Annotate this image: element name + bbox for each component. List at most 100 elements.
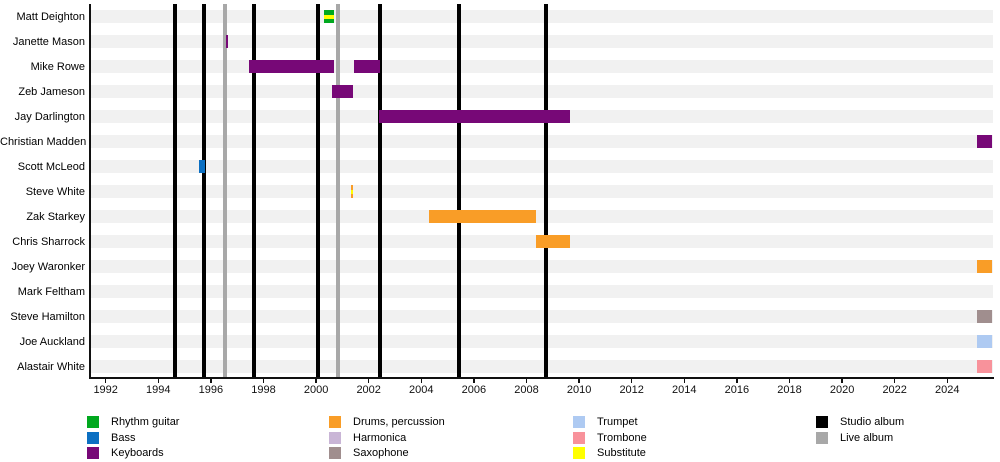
member-label: Matt Deighton bbox=[16, 10, 85, 23]
timeline-bar-rhythm_guitar bbox=[323, 10, 335, 23]
timeline-bar-saxophone bbox=[977, 310, 992, 323]
timeline-row-band bbox=[90, 160, 993, 173]
member-label: Scott McLeod bbox=[17, 160, 85, 173]
timeline-bar-drums bbox=[350, 185, 354, 198]
studio-album-line bbox=[316, 4, 321, 377]
legend-swatch-studio_album bbox=[816, 416, 828, 428]
axis-tick bbox=[525, 377, 528, 383]
member-label: Mike Rowe bbox=[30, 60, 85, 73]
axis-tick-label: 2022 bbox=[882, 384, 907, 396]
axis-tick bbox=[788, 377, 791, 383]
member-label: Joey Waronker bbox=[11, 260, 85, 273]
timeline-row-band bbox=[90, 285, 993, 298]
legend-label: Rhythm guitar bbox=[111, 416, 180, 428]
legend-label: Drums, percussion bbox=[353, 416, 445, 428]
axis-tick bbox=[893, 377, 896, 383]
legend-label: Live album bbox=[840, 431, 894, 444]
axis-tick bbox=[367, 377, 370, 383]
member-label: Steve Hamilton bbox=[10, 310, 85, 323]
axis-tick bbox=[157, 377, 160, 383]
timeline-row-band bbox=[90, 360, 993, 373]
studio-album-line bbox=[202, 4, 207, 377]
axis-tick-label: 2000 bbox=[303, 384, 329, 396]
legend-label: Saxophone bbox=[353, 447, 409, 459]
timeline-row-band bbox=[90, 185, 993, 198]
axis-tick bbox=[841, 377, 843, 383]
axis-tick-label: 2024 bbox=[935, 384, 960, 396]
legend-swatch-live_album bbox=[816, 431, 828, 444]
axis-tick bbox=[473, 377, 475, 383]
axis-tick bbox=[104, 377, 107, 383]
axis-tick-label: 2012 bbox=[619, 384, 644, 396]
legend-label: Keyboards bbox=[111, 447, 164, 459]
member-label: Alastair White bbox=[17, 360, 85, 373]
timeline-bar-keyboards bbox=[977, 135, 992, 148]
member-label: Zak Starkey bbox=[26, 210, 85, 223]
axis-tick bbox=[946, 377, 949, 383]
axis-tick-label: 2010 bbox=[566, 384, 592, 396]
legend-label: Trombone bbox=[597, 431, 647, 444]
studio-album-line bbox=[251, 4, 256, 377]
y-axis-line bbox=[89, 4, 91, 378]
timeline-row-band bbox=[90, 210, 993, 223]
member-label: Janette Mason bbox=[12, 35, 85, 48]
member-label: Mark Feltham bbox=[17, 285, 85, 298]
timeline-row-band bbox=[90, 310, 993, 323]
legend-swatch-saxophone bbox=[329, 447, 341, 459]
live-album-line bbox=[335, 4, 340, 377]
legend-swatch-keyboards bbox=[87, 447, 99, 459]
axis-tick bbox=[420, 377, 423, 383]
timeline-row-band bbox=[90, 135, 993, 148]
studio-album-line bbox=[456, 4, 461, 377]
member-label: Christian Madden bbox=[0, 135, 87, 148]
legend-label: Bass bbox=[111, 431, 136, 444]
axis-tick-label: 1994 bbox=[146, 384, 171, 396]
axis-tick-label: 1992 bbox=[93, 384, 118, 396]
legend-swatch-rhythm_guitar bbox=[87, 416, 99, 428]
legend-swatch-substitute bbox=[573, 447, 585, 459]
timeline-bar-keyboards bbox=[332, 85, 354, 98]
legend-label: Harmonica bbox=[353, 431, 407, 444]
legend-swatch-drums bbox=[329, 416, 341, 428]
axis-tick-label: 2006 bbox=[461, 384, 487, 396]
studio-album-line bbox=[377, 4, 382, 377]
substitute-stripe bbox=[323, 14, 335, 19]
timeline-bar-keyboards bbox=[248, 60, 334, 73]
axis-tick-label: 2016 bbox=[724, 384, 750, 396]
axis-tick-label: 2002 bbox=[356, 384, 381, 396]
legend-swatch-harmonica bbox=[329, 431, 341, 444]
member-label: Joe Auckland bbox=[19, 335, 85, 348]
substitute-stripe bbox=[350, 189, 354, 194]
axis-tick bbox=[683, 377, 686, 383]
axis-tick-label: 2014 bbox=[672, 384, 697, 396]
axis-tick bbox=[578, 377, 580, 383]
axis-tick-label: 2018 bbox=[777, 384, 802, 396]
axis-tick bbox=[262, 377, 265, 383]
legend-swatch-bass bbox=[87, 431, 99, 444]
member-label: Jay Darlington bbox=[14, 110, 85, 123]
studio-album-line bbox=[544, 4, 549, 377]
timeline-row-band bbox=[90, 335, 993, 348]
timeline-bar-keyboards bbox=[225, 35, 229, 48]
timeline-bar-bass bbox=[198, 160, 206, 173]
timeline-bar-trumpet bbox=[977, 335, 992, 348]
timeline-row-band bbox=[90, 35, 993, 48]
timeline-bar-trombone bbox=[977, 360, 992, 373]
timeline-row-band bbox=[90, 10, 993, 23]
axis-tick bbox=[630, 377, 633, 383]
legend-label: Studio album bbox=[840, 416, 905, 428]
axis-tick bbox=[315, 377, 317, 383]
timeline-row-band bbox=[90, 85, 993, 98]
legend-swatch-trombone bbox=[573, 431, 585, 444]
axis-tick-label: 1998 bbox=[251, 384, 276, 396]
timeline-bar-drums bbox=[977, 260, 992, 273]
axis-tick-label: 2020 bbox=[829, 384, 855, 396]
axis-tick-label: 2004 bbox=[409, 384, 434, 396]
legend-label: Trumpet bbox=[597, 416, 638, 428]
timeline-bar-drums bbox=[428, 210, 536, 223]
timeline-bar-drums bbox=[535, 235, 571, 248]
legend-swatch-trumpet bbox=[573, 416, 585, 428]
timeline-bar-keyboards bbox=[379, 110, 571, 123]
timeline-bar-keyboards bbox=[353, 60, 381, 73]
